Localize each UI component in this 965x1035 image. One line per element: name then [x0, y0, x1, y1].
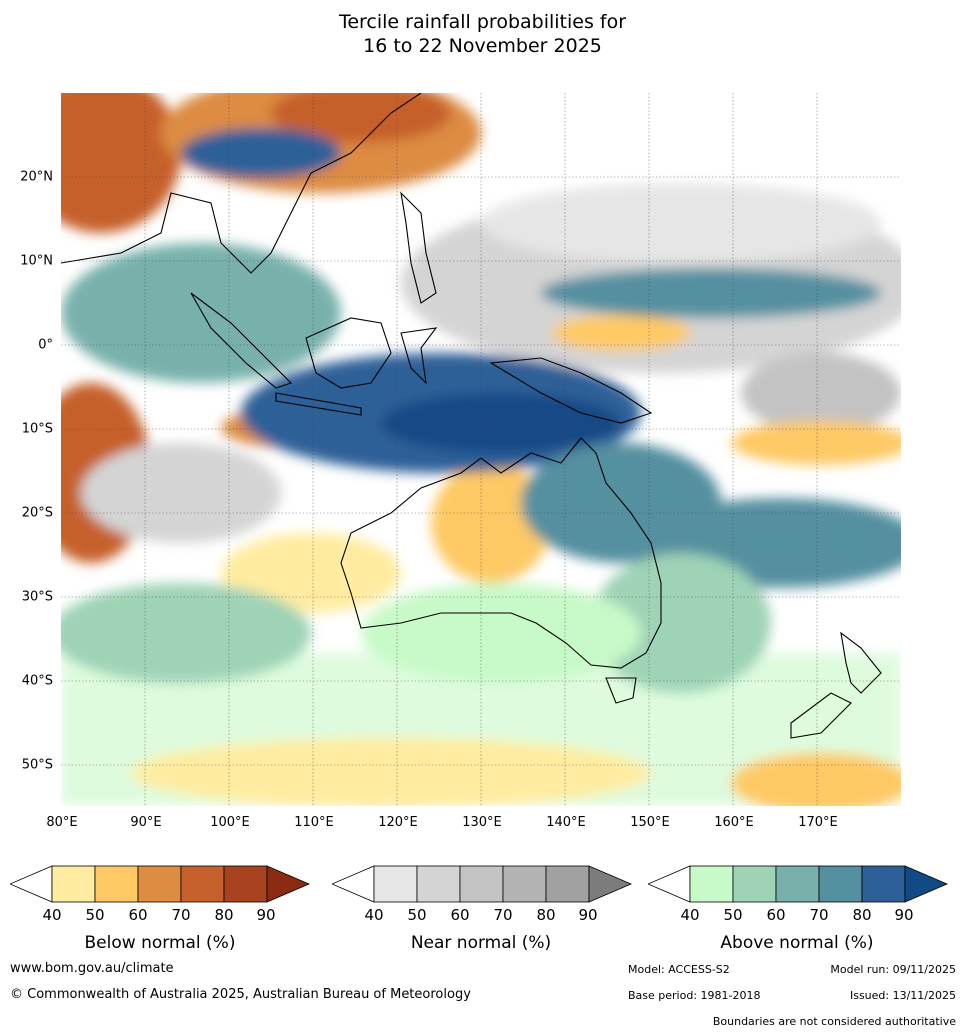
colorbar-tick: 90 — [256, 906, 276, 924]
website-link[interactable]: www.bom.gov.au/climate — [10, 961, 174, 976]
colorbar-extend-low — [332, 865, 375, 903]
colorbar-segment — [180, 865, 225, 903]
colorbar-segment — [137, 865, 182, 903]
new-guinea-coast — [489, 357, 653, 424]
se-asia-coast — [61, 93, 422, 274]
near-normal-colorbar — [332, 865, 632, 903]
lon-label: 140°E — [546, 815, 586, 830]
colorbar-tick: 70 — [493, 906, 513, 924]
colorbar-tick: 90 — [894, 906, 914, 924]
lon-label: 120°E — [378, 815, 418, 830]
lon-label: 150°E — [630, 815, 670, 830]
colorbar-tick: 50 — [85, 906, 105, 924]
lon-label: 170°E — [798, 815, 838, 830]
lat-label: 30°S — [21, 589, 53, 605]
lat-label: 20°S — [21, 505, 53, 521]
colorbar-segment — [818, 865, 863, 903]
colorbar-tick: 70 — [809, 906, 829, 924]
above-normal-title: Above normal (%) — [720, 933, 874, 953]
model-name: Model: ACCESS-S2 — [628, 963, 730, 976]
colorbar-segment — [545, 865, 590, 903]
colorbar-extend-high — [588, 865, 632, 903]
colorbar-tick: 60 — [128, 906, 148, 924]
sulawesi-coast — [400, 327, 438, 385]
sumatra-coast — [190, 292, 293, 389]
colorbar-tick: 60 — [766, 906, 786, 924]
java-coast — [275, 392, 362, 416]
colorbar-tick: 50 — [723, 906, 743, 924]
colorbar-extend-high — [266, 865, 310, 903]
colorbar-segment — [459, 865, 504, 903]
lat-label: 10°S — [21, 421, 53, 437]
colorbar-tick: 80 — [852, 906, 872, 924]
colorbar-tick: 80 — [214, 906, 234, 924]
colorbar-tick: 50 — [407, 906, 427, 924]
colorbar-tick: 80 — [536, 906, 556, 924]
copyright-text: © Commonwealth of Australia 2025, Austra… — [10, 987, 471, 1002]
colorbar-extend-high — [904, 865, 948, 903]
colorbar-segment — [94, 865, 139, 903]
colorbar-tick: 40 — [42, 906, 62, 924]
colorbar-segment — [373, 865, 418, 903]
australia-coast — [340, 437, 662, 669]
graticule — [61, 93, 901, 806]
colorbar-tick: 60 — [450, 906, 470, 924]
colorbar-extend-low — [648, 865, 691, 903]
colorbar-tick: 90 — [578, 906, 598, 924]
colorbar-segment — [51, 865, 96, 903]
base-period: Base period: 1981-2018 — [628, 989, 761, 1002]
lat-label: 10°N — [20, 253, 53, 269]
above-normal-colorbar — [648, 865, 948, 903]
colorbar-tick: 70 — [171, 906, 191, 924]
lat-label: 0° — [38, 337, 53, 353]
map-title-line1: Tercile rainfall probabilities for — [338, 11, 627, 33]
lon-label: 90°E — [130, 815, 162, 830]
below-normal-title: Below normal (%) — [84, 933, 236, 953]
colorbar-segment — [689, 865, 734, 903]
colorbar-segment — [732, 865, 777, 903]
issued-date: Issued: 13/11/2025 — [849, 989, 956, 1002]
rainfall-probability-map — [61, 93, 901, 806]
near-normal-title: Near normal (%) — [410, 933, 552, 953]
lat-label: 40°S — [21, 673, 53, 689]
below-normal-colorbar — [10, 865, 310, 903]
lon-label: 130°E — [462, 815, 502, 830]
colorbar-segment — [861, 865, 906, 903]
philippines-coast — [400, 191, 437, 304]
lon-label: 160°E — [714, 815, 754, 830]
map-title-line2: 16 to 22 November 2025 — [363, 35, 602, 57]
colorbar-segment — [502, 865, 547, 903]
lat-label: 50°S — [21, 757, 53, 773]
lon-label: 110°E — [294, 815, 334, 830]
lat-label: 20°N — [20, 169, 53, 185]
model-run-date: Model run: 09/11/2025 — [830, 963, 956, 976]
lon-label: 80°E — [46, 815, 78, 830]
colorbar-extend-low — [10, 865, 53, 903]
colorbar-segment — [775, 865, 820, 903]
colorbar-tick: 40 — [680, 906, 700, 924]
boundaries-disclaimer: Boundaries are not considered authoritat… — [712, 1015, 956, 1028]
lon-label: 100°E — [210, 815, 250, 830]
tasmania-coast — [605, 677, 637, 704]
colorbar-segment — [416, 865, 461, 903]
colorbar-segment — [223, 865, 268, 903]
colorbar-tick: 40 — [364, 906, 384, 924]
coastlines — [61, 93, 882, 739]
new-zealand-coast — [790, 631, 882, 739]
borneo-coast — [305, 317, 392, 389]
probability-field — [61, 93, 901, 806]
